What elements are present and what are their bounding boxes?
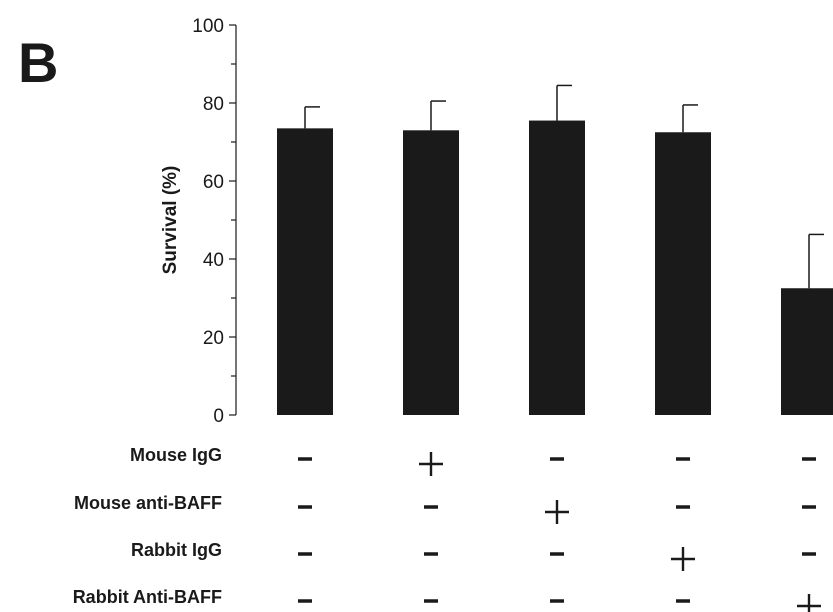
plus-sign bbox=[419, 452, 443, 476]
bar bbox=[277, 128, 333, 415]
y-tick-label: 20 bbox=[203, 328, 224, 349]
bar bbox=[403, 130, 459, 416]
treatment-row-label: Rabbit Anti-BAFF bbox=[73, 587, 222, 607]
treatment-row-label: Mouse IgG bbox=[130, 445, 222, 465]
bar bbox=[529, 120, 585, 416]
panel-label: B bbox=[18, 31, 58, 94]
treatment-row-label: Rabbit IgG bbox=[131, 540, 222, 560]
y-tick-label: 0 bbox=[213, 406, 224, 427]
plus-sign bbox=[797, 594, 821, 612]
y-tick-label: 80 bbox=[203, 94, 224, 115]
bar bbox=[655, 132, 711, 415]
y-axis-title: Survival (%) bbox=[160, 166, 181, 275]
y-tick-label: 100 bbox=[192, 16, 224, 37]
plus-sign bbox=[671, 547, 695, 571]
y-axis: 0 20 40 60 80 100 bbox=[192, 16, 237, 427]
y-tick-label: 40 bbox=[203, 250, 224, 271]
bar bbox=[781, 288, 833, 415]
error-bars bbox=[304, 84, 824, 289]
treatment-row-label: Mouse anti-BAFF bbox=[74, 493, 222, 513]
plus-sign bbox=[545, 500, 569, 524]
treatment-table: Mouse IgG Mouse anti-BAFF Rabbit IgG Rabbit… bbox=[73, 445, 821, 612]
y-tick-label: 60 bbox=[203, 172, 224, 193]
bars bbox=[277, 120, 833, 416]
